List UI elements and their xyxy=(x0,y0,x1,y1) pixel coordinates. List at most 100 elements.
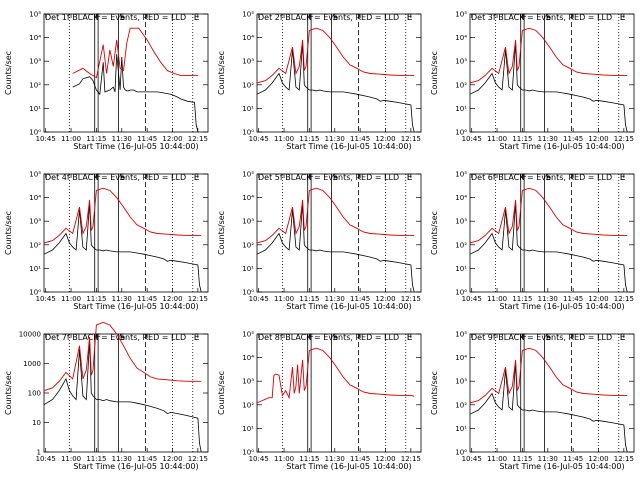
series-events xyxy=(469,42,628,133)
x-tick-label: 11:15 xyxy=(512,455,532,463)
y-tick-label: 1000 xyxy=(23,360,41,368)
x-axis-label: Start Time (16-Jul-05 10:44:00) xyxy=(286,142,411,151)
x-tick-label: 11:30 xyxy=(112,455,132,463)
x-tick-label: 12:15 xyxy=(614,295,634,303)
time-marker-label: S xyxy=(545,13,551,23)
time-marker-label: E xyxy=(194,333,200,343)
y-tick-label: 10¹ xyxy=(29,105,41,113)
x-tick-label: 10:45 xyxy=(36,295,56,303)
plot-frame xyxy=(43,333,209,453)
y-tick-label: 10⁴ xyxy=(29,194,41,202)
x-tick-label: 10:45 xyxy=(36,455,56,463)
x-tick-label: 10:45 xyxy=(249,135,269,143)
x-tick-label: 11:30 xyxy=(112,295,132,303)
y-tick-label: 10² xyxy=(455,241,467,249)
series-lld xyxy=(469,27,628,84)
plot-title: Det 4f BLACK = Events, RED = LLD xyxy=(45,173,186,182)
x-tick-label: 12:00 xyxy=(375,455,395,463)
x-axis-label: Start Time (16-Jul-05 10:44:00) xyxy=(499,462,624,471)
plot-title: Det 6f BLACK = Events, RED = LLD xyxy=(471,173,612,182)
y-tick-label: 10² xyxy=(29,241,41,249)
y-tick-label: 1 xyxy=(37,449,41,457)
time-marker-label: E xyxy=(407,173,413,183)
y-tick-label: 10⁰ xyxy=(29,289,41,297)
y-tick-label: 10¹ xyxy=(242,105,254,113)
y-tick-label: 10⁰ xyxy=(242,449,254,457)
x-tick-label: 10:45 xyxy=(36,135,56,143)
y-tick-label: 10⁴ xyxy=(455,194,467,202)
time-marker-label: E xyxy=(620,333,626,343)
x-tick-label: 12:00 xyxy=(588,295,608,303)
y-axis-label: Counts/sec xyxy=(4,211,13,255)
time-marker-label: S xyxy=(119,13,125,23)
time-marker-label: S xyxy=(545,173,551,183)
plot-title: Det 1f BLACK = Events, RED = LLD xyxy=(45,13,186,22)
x-tick-label: 10:45 xyxy=(462,295,482,303)
time-marker-label: S xyxy=(119,173,125,183)
x-tick-label: 12:15 xyxy=(401,455,421,463)
x-tick-label: 11:00 xyxy=(274,135,294,143)
detector-panel-7: Det 7f BLACK = Events, RED = LLD Start Ti… xyxy=(4,321,209,471)
x-tick-label: 11:30 xyxy=(325,135,345,143)
x-tick-label: 12:00 xyxy=(375,295,395,303)
y-tick-label: 10³ xyxy=(29,58,41,66)
y-axis-label: Counts/sec xyxy=(217,211,226,255)
y-axis-label: Counts/sec xyxy=(4,51,13,95)
plot-frame xyxy=(256,333,422,453)
plot-title: Det 7f BLACK = Events, RED = LLD xyxy=(45,333,186,342)
x-tick-label: 11:30 xyxy=(325,455,345,463)
series-lld xyxy=(43,187,202,244)
time-marker-label: E xyxy=(194,173,200,183)
x-tick-label: 12:15 xyxy=(188,135,208,143)
time-marker-label: S xyxy=(119,333,125,343)
y-tick-label: 10³ xyxy=(242,218,254,226)
y-tick-label: 10⁰ xyxy=(242,289,254,297)
y-tick-label: 10⁴ xyxy=(242,194,254,202)
plot-frame xyxy=(469,173,635,293)
y-axis-label: Counts/sec xyxy=(217,371,226,415)
x-axis-label: Start Time (16-Jul-05 10:44:00) xyxy=(286,462,411,471)
x-tick-label: 11:30 xyxy=(112,135,132,143)
y-tick-label: 10¹ xyxy=(455,425,467,433)
x-tick-label: 11:00 xyxy=(61,135,81,143)
x-tick-label: 12:15 xyxy=(614,135,634,143)
y-tick-label: 10² xyxy=(455,81,467,89)
y-tick-label: 10⁴ xyxy=(242,354,254,362)
x-tick-label: 11:45 xyxy=(137,295,157,303)
x-tick-label: 12:00 xyxy=(162,295,182,303)
y-tick-label: 10⁴ xyxy=(242,34,254,42)
x-tick-label: 10:45 xyxy=(249,455,269,463)
x-tick-label: 11:45 xyxy=(350,135,370,143)
y-tick-label: 10¹ xyxy=(455,105,467,113)
x-tick-label: 11:00 xyxy=(61,295,81,303)
x-tick-label: 11:15 xyxy=(86,295,106,303)
y-tick-label: 10⁵ xyxy=(242,171,254,179)
y-tick-label: 10² xyxy=(242,401,254,409)
time-marker-label: E xyxy=(407,333,413,343)
y-tick-label: 10⁴ xyxy=(455,354,467,362)
series-lld xyxy=(256,347,415,404)
x-tick-label: 12:15 xyxy=(188,455,208,463)
detector-panel-5: Det 5f BLACK = Events, RED = LLD Start Ti… xyxy=(217,171,422,311)
x-tick-label: 11:45 xyxy=(563,295,583,303)
y-axis-label: Counts/sec xyxy=(430,211,439,255)
plot-title: Det 8f BLACK = Events, RED = LLD xyxy=(258,333,399,342)
x-tick-label: 11:45 xyxy=(563,455,583,463)
series-events xyxy=(43,340,202,453)
x-axis-label: Start Time (16-Jul-05 10:44:00) xyxy=(499,142,624,151)
y-tick-label: 10⁵ xyxy=(455,11,467,19)
plot-frame xyxy=(43,13,209,133)
x-tick-label: 11:45 xyxy=(137,135,157,143)
x-tick-label: 11:15 xyxy=(86,455,106,463)
series-lld xyxy=(72,27,198,79)
series-events xyxy=(72,54,199,133)
x-tick-label: 12:15 xyxy=(188,295,208,303)
y-tick-label: 10² xyxy=(455,401,467,409)
y-tick-label: 10 xyxy=(32,419,41,427)
time-marker-label: S xyxy=(332,173,338,183)
plot-title: Det 2f BLACK = Events, RED = LLD xyxy=(258,13,399,22)
y-tick-label: 10² xyxy=(242,241,254,249)
x-tick-label: 11:00 xyxy=(487,135,507,143)
x-tick-label: 11:45 xyxy=(350,295,370,303)
